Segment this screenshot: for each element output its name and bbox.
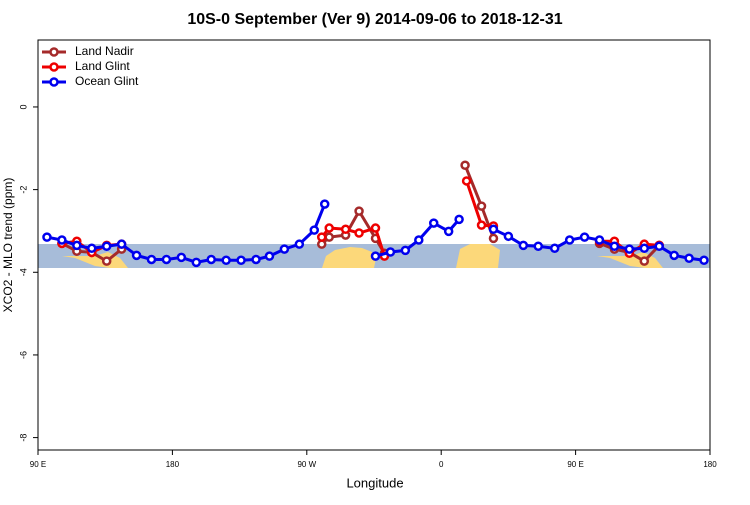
- chart-title: 10S-0 September (Ver 9) 2014-09-06 to 20…: [187, 11, 562, 28]
- data-point: [443, 226, 454, 237]
- data-point: [206, 254, 216, 265]
- data-point: [370, 251, 381, 261]
- legend-label: Ocean Glint: [75, 74, 139, 88]
- x-tick-label: 0: [439, 460, 444, 469]
- land-south-america: [322, 247, 376, 268]
- data-point: [460, 160, 470, 170]
- data-point: [414, 235, 424, 245]
- data-point: [176, 252, 187, 263]
- y-tick-label: -2: [18, 186, 28, 194]
- data-point: [579, 232, 590, 242]
- data-point: [161, 254, 172, 265]
- y-axis-label: XCO2 - MLO trend (ppm): [1, 178, 15, 313]
- data-point: [684, 253, 694, 263]
- legend-marker: [49, 62, 59, 72]
- plot-frame: [37, 39, 711, 451]
- data-point: [639, 256, 650, 266]
- data-point: [609, 241, 620, 251]
- y-tick-label: -6: [18, 351, 28, 359]
- legend-entry: Land Glint: [42, 59, 130, 73]
- data-point: [57, 235, 67, 245]
- data-point: [549, 243, 560, 254]
- data-point: [354, 206, 364, 216]
- legend-marker: [49, 47, 59, 57]
- data-point: [324, 223, 334, 233]
- x-tick-label: 180: [166, 460, 180, 469]
- data-point: [699, 255, 709, 266]
- data-point: [309, 225, 320, 235]
- data-point: [319, 199, 330, 209]
- data-point: [503, 231, 514, 242]
- legend-entry: Ocean Glint: [42, 74, 139, 88]
- data-point: [101, 256, 112, 266]
- data-point: [461, 176, 472, 186]
- legend-entry: Land Nadir: [42, 44, 134, 58]
- data-point: [316, 232, 327, 242]
- land-africa: [456, 244, 500, 268]
- data-point: [533, 241, 544, 251]
- data-point: [251, 254, 261, 265]
- data-point: [101, 241, 112, 251]
- legend-label: Land Glint: [75, 59, 130, 73]
- data-point: [564, 235, 575, 245]
- data-point: [400, 245, 411, 256]
- y-tick-label: -8: [18, 434, 28, 442]
- data-point: [131, 250, 142, 261]
- data-point: [191, 257, 202, 268]
- x-tick-label: 90 E: [30, 460, 46, 469]
- x-axis-label: Longitude: [346, 475, 403, 490]
- data-point: [639, 243, 650, 254]
- data-point: [624, 244, 635, 254]
- data-point: [72, 240, 82, 251]
- data-point: [428, 218, 439, 228]
- x-tick-label: 90 W: [297, 460, 316, 469]
- data-point: [454, 214, 464, 225]
- data-point: [340, 224, 351, 235]
- data-point: [236, 255, 246, 266]
- x-tick-label: 90 E: [567, 460, 583, 469]
- data-point: [324, 232, 334, 242]
- y-tick-label: 0: [18, 104, 28, 109]
- data-point: [87, 243, 97, 254]
- legend-label: Land Nadir: [75, 44, 134, 58]
- data-point: [146, 254, 157, 265]
- data-point: [354, 228, 364, 238]
- data-point: [654, 241, 664, 251]
- data-point: [370, 223, 381, 233]
- data-point: [476, 201, 487, 211]
- data-point: [116, 239, 127, 249]
- data-point: [42, 232, 52, 242]
- data-point: [488, 233, 499, 244]
- data-point: [294, 239, 305, 249]
- data-point: [264, 251, 275, 261]
- data-point: [594, 235, 605, 245]
- data-point: [476, 220, 487, 230]
- legend-marker: [49, 77, 59, 87]
- data-point: [518, 240, 529, 251]
- series: [42, 199, 709, 268]
- data-point: [488, 224, 499, 235]
- y-tick-label: -4: [18, 268, 28, 276]
- data-point: [385, 247, 396, 257]
- x-tick-label: 180: [703, 460, 717, 469]
- data-point: [221, 255, 231, 266]
- data-point: [669, 250, 679, 261]
- data-point: [279, 244, 290, 254]
